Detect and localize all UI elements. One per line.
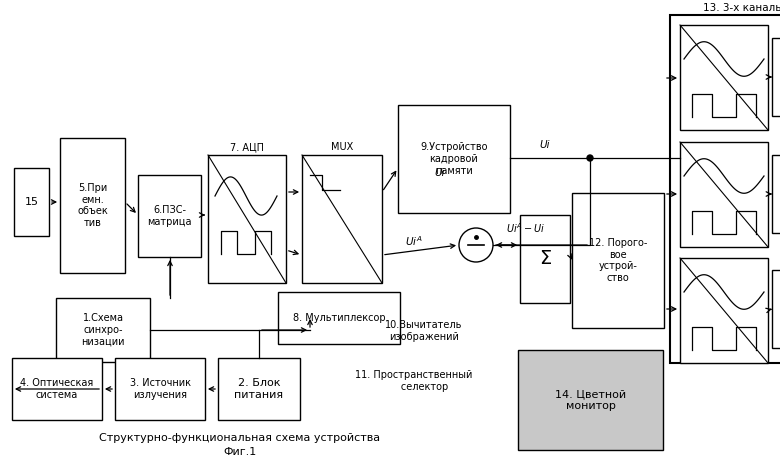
Circle shape (587, 155, 593, 161)
Bar (772, 38, 780, 116)
Bar (218, 358, 300, 420)
Text: 3. Источник
излучения: 3. Источник излучения (129, 378, 190, 400)
Bar (572, 193, 664, 328)
Text: 14. Цветной
монитор: 14. Цветной монитор (555, 389, 626, 411)
Bar (520, 215, 570, 303)
Text: 5.При
емн.
объек
тив: 5.При емн. объек тив (77, 183, 108, 228)
Bar (680, 142, 768, 247)
Text: 1.Схема
синхро-
низации: 1.Схема синхро- низации (81, 314, 125, 347)
Bar (138, 175, 201, 257)
Bar (278, 292, 400, 344)
Bar (772, 155, 780, 233)
Text: 11. Пространственный
       селектор: 11. Пространственный селектор (355, 370, 473, 391)
Text: Фиг.1: Фиг.1 (223, 447, 257, 457)
Text: 4. Оптическая
система: 4. Оптическая система (20, 378, 94, 400)
Bar (518, 350, 663, 450)
Bar (680, 25, 768, 130)
Circle shape (459, 228, 493, 262)
Bar (60, 138, 125, 273)
Bar (14, 168, 49, 236)
Text: Ui: Ui (434, 168, 445, 178)
Text: Ui: Ui (540, 140, 550, 150)
Text: 13. 3-х канальный ЦАП: 13. 3-х канальный ЦАП (703, 2, 780, 12)
Text: 7. АЦП: 7. АЦП (230, 142, 264, 152)
Text: Структурно-функциональная схема устройства: Структурно-функциональная схема устройст… (99, 433, 381, 443)
Text: Σ: Σ (539, 249, 551, 268)
Text: 6.ПЗС-
матрица: 6.ПЗС- матрица (147, 205, 192, 227)
Bar (772, 270, 780, 348)
Text: 2. Блок
питания: 2. Блок питания (235, 378, 284, 400)
Text: 10.Вычитатель
изображений: 10.Вычитатель изображений (385, 320, 463, 342)
Text: 15: 15 (24, 197, 38, 207)
Bar (56, 298, 150, 362)
Bar (670, 15, 780, 363)
Text: $Ui^A$: $Ui^A$ (405, 234, 423, 248)
Text: 8. Мультиплексор: 8. Мультиплексор (292, 313, 385, 323)
Bar (302, 155, 382, 283)
Bar (208, 155, 286, 283)
Bar (115, 358, 205, 420)
Bar (398, 105, 510, 213)
Text: $Ui^A-Ui$: $Ui^A-Ui$ (506, 221, 545, 235)
Text: MUX: MUX (331, 142, 353, 152)
Bar (680, 258, 768, 363)
Bar (12, 358, 102, 420)
Text: 12. Порого-
вое
устрой-
ство: 12. Порого- вое устрой- ство (589, 238, 647, 283)
Text: 9.Устройство
кадровой
памяти: 9.Устройство кадровой памяти (420, 143, 488, 176)
